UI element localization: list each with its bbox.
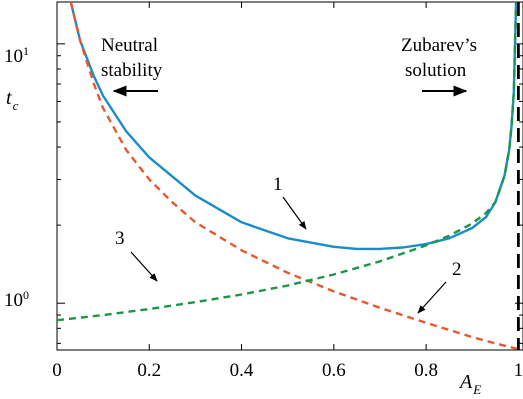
curve-3-pointer: [130, 251, 158, 282]
x-axis-label: AE: [458, 371, 481, 397]
x-tick-label-4: 0.8: [414, 360, 438, 381]
x-tick-label-0: 0: [52, 360, 62, 381]
curve-2-pointer: [417, 281, 447, 314]
svg-text:101: 101: [4, 44, 29, 67]
series-3-line: [57, 2, 518, 322]
curve-1-pointer: [282, 196, 307, 230]
y-axis-label: tc: [6, 87, 19, 113]
y-tick-label-0: 100: [4, 288, 29, 311]
series-2-line: [69, 2, 519, 350]
annotation-zubarev-line2: solution: [405, 60, 467, 81]
y-tick-label-1: 101: [4, 44, 29, 67]
annotation-neutral-line1: Neutral: [101, 35, 158, 56]
annotation-zubarev-line1: Zubarev’s: [401, 35, 477, 56]
svg-text:100: 100: [4, 288, 29, 311]
plot-frame: [56, 1, 523, 351]
curve-label-1: 1: [273, 174, 283, 195]
x-tick-label-2: 0.4: [230, 360, 254, 381]
x-tick-label-1: 0.2: [137, 360, 161, 381]
x-tick-label-3: 0.6: [322, 360, 346, 381]
curve-label-2: 2: [452, 259, 462, 280]
series-layer: [57, 2, 519, 350]
annotation-neutral-line2: stability: [101, 60, 163, 81]
curve-label-3: 3: [115, 228, 125, 249]
x-tick-labels: 0 0.2 0.4 0.6 0.8 1: [52, 360, 523, 381]
x-tick-label-5: 1: [514, 360, 523, 381]
